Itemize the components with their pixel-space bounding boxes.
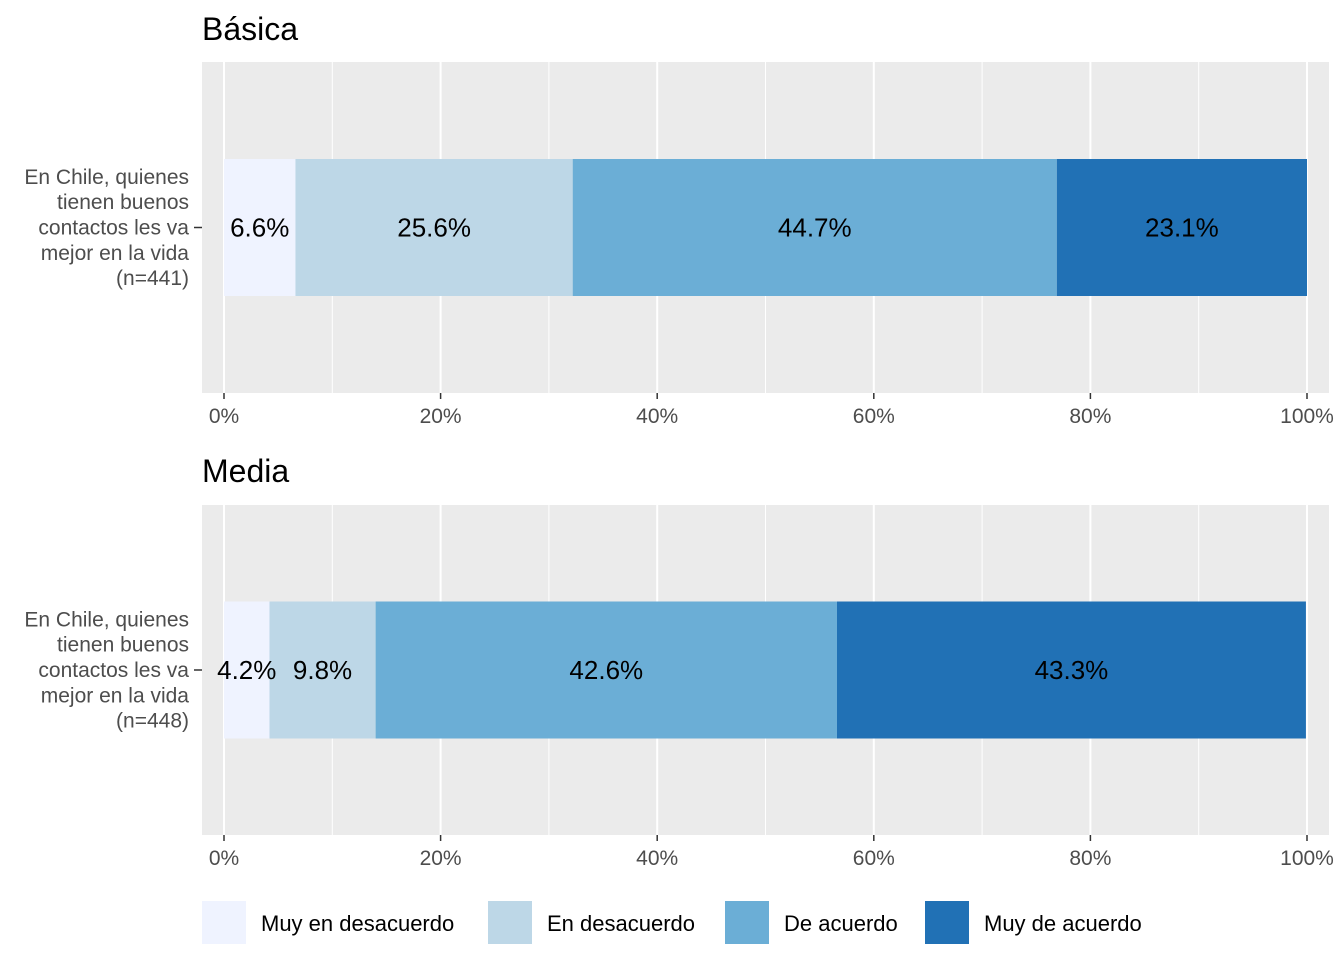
category-label: mejor en la vida: [41, 684, 190, 707]
data-label: 44.7%: [778, 213, 852, 243]
data-label: 25.6%: [397, 213, 471, 243]
bar-muy-en-desacuerdo: [224, 159, 296, 296]
panel-title: Media: [202, 453, 289, 489]
category-label: (n=441): [116, 267, 189, 290]
legend-key: [925, 901, 969, 944]
category-label: (n=448): [116, 710, 189, 733]
legend-label: Muy en desacuerdo: [261, 911, 454, 936]
data-label: 6.6%: [230, 213, 289, 243]
legend-label: De acuerdo: [784, 911, 898, 936]
x-tick-label: 20%: [420, 847, 462, 870]
data-label: 9.8%: [293, 655, 352, 685]
x-tick-label: 100%: [1280, 847, 1334, 870]
panel-2: Media 4.2% 9.8% 42.6% 43.3% En Chile, quienes…: [24, 453, 1333, 870]
x-tick-label: 80%: [1069, 405, 1111, 428]
category-label: tienen buenos: [57, 191, 189, 214]
x-tick-label: 100%: [1280, 405, 1334, 428]
x-tick-label: 0%: [209, 847, 239, 870]
category-label: En Chile, quienes: [24, 608, 189, 631]
bar-en-desacuerdo: [269, 601, 376, 739]
data-label: 42.6%: [569, 655, 643, 685]
panel-1: Básica 6.6% 25.6% 44.7% 23.1% En Chile, quien…: [24, 11, 1333, 428]
category-label: contactos les va: [38, 659, 189, 682]
bar-muy-de-acuerdo: [836, 601, 1306, 739]
panel-title: Básica: [202, 11, 298, 47]
category-label: mejor en la vida: [41, 242, 190, 265]
data-label: 43.3%: [1035, 655, 1109, 685]
bar-de-acuerdo: [375, 601, 837, 739]
x-tick-label: 60%: [853, 405, 895, 428]
legend-label: Muy de acuerdo: [984, 911, 1142, 936]
legend-key: [202, 901, 246, 944]
bar-muy-de-acuerdo: [1056, 159, 1307, 296]
legend-key: [488, 901, 532, 944]
bar-de-acuerdo: [572, 159, 1057, 296]
category-label: En Chile, quienes: [24, 166, 189, 189]
category-label: contactos les va: [38, 217, 189, 240]
x-tick-label: 20%: [420, 405, 462, 428]
x-tick-label: 60%: [853, 847, 895, 870]
x-tick-label: 0%: [209, 405, 239, 428]
legend: Muy en desacuerdo En desacuerdo De acuerdo…: [202, 901, 1142, 944]
legend-key: [725, 901, 769, 944]
x-tick-label: 40%: [636, 405, 678, 428]
x-tick-label: 80%: [1069, 847, 1111, 870]
data-label: 23.1%: [1145, 213, 1219, 243]
data-label: 4.2%: [217, 655, 276, 685]
legend-label: En desacuerdo: [547, 911, 695, 936]
bar-muy-en-desacuerdo: [224, 601, 270, 739]
bar-en-desacuerdo: [295, 159, 573, 296]
x-tick-label: 40%: [636, 847, 678, 870]
category-label: tienen buenos: [57, 634, 189, 657]
